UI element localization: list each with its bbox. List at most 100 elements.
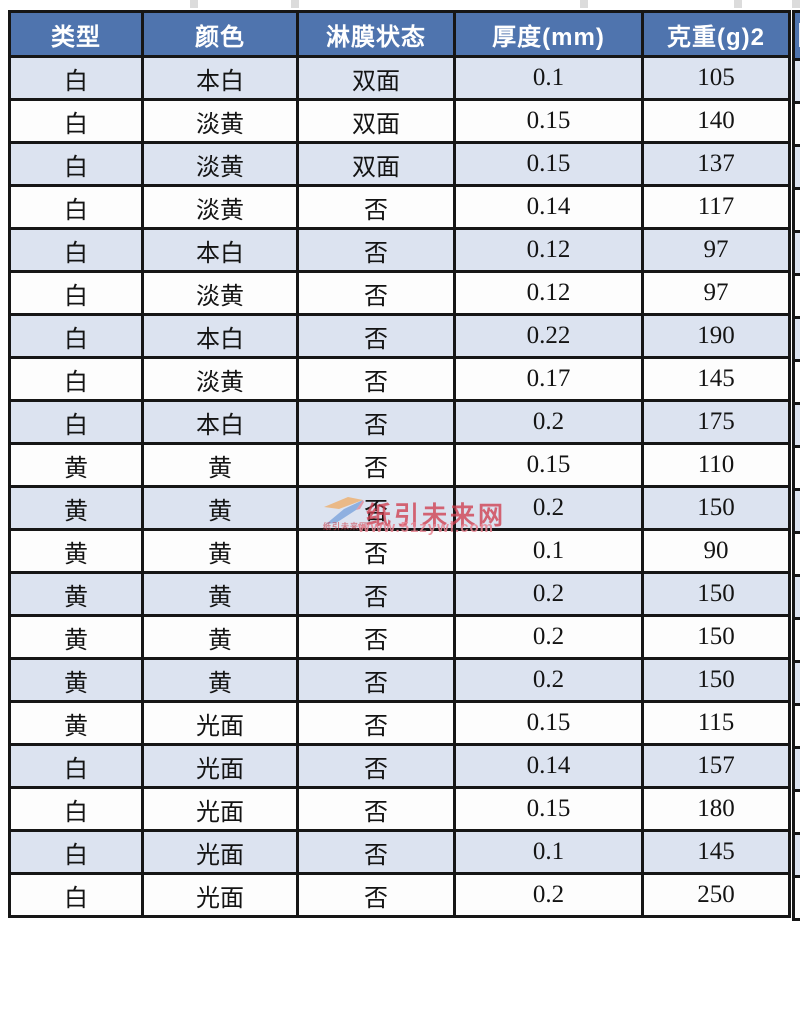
table-row: 白光面否 0.1 145 bbox=[8, 829, 791, 875]
cell-coating: 否 bbox=[296, 485, 456, 531]
cropped-cell bbox=[792, 488, 800, 531]
cell-type: 黄 bbox=[8, 571, 144, 617]
cell-coating: 否 bbox=[296, 270, 456, 316]
cell-weight: 145 bbox=[641, 356, 791, 402]
cropped-cell bbox=[792, 445, 800, 488]
cell-type: 白 bbox=[8, 55, 144, 101]
cell-type: 黄 bbox=[8, 700, 144, 746]
crop-artifact bbox=[190, 0, 198, 8]
spec-table: 类型 颜色 淋膜状态 厚度(mm) 克重(g)2 白本白 双面 0.1 105 白淡黄 双面 0.1… bbox=[8, 10, 791, 918]
table-row: 白淡黄 双面 0.15 137 bbox=[8, 141, 791, 187]
cell-thickness: 0.17 bbox=[453, 356, 644, 402]
cell-color: 光面 bbox=[141, 786, 299, 832]
cell-weight: 105 bbox=[641, 55, 791, 101]
cell-thickness: 0.1 bbox=[453, 829, 644, 875]
cell-type: 白 bbox=[8, 399, 144, 445]
cell-coating: 否 bbox=[296, 571, 456, 617]
cell-weight: 150 bbox=[641, 614, 791, 660]
cell-type: 白 bbox=[8, 141, 144, 187]
table-row: 白本白否 0.22 190 bbox=[8, 313, 791, 359]
cell-color: 黄 bbox=[141, 614, 299, 660]
cell-type: 白 bbox=[8, 872, 144, 918]
cell-color: 光面 bbox=[141, 872, 299, 918]
cell-color: 黄 bbox=[141, 657, 299, 703]
cropped-cell bbox=[792, 531, 800, 574]
cell-coating: 否 bbox=[296, 227, 456, 273]
cell-color: 黄 bbox=[141, 571, 299, 617]
cropped-cell bbox=[792, 660, 800, 703]
header-row: 类型 颜色 淋膜状态 厚度(mm) 克重(g)2 bbox=[8, 10, 791, 58]
cell-weight: 115 bbox=[641, 700, 791, 746]
cell-weight: 150 bbox=[641, 657, 791, 703]
cropped-cell bbox=[792, 617, 800, 660]
cropped-cell bbox=[792, 273, 800, 316]
table-row: 白本白 双面 0.1 105 bbox=[8, 55, 791, 101]
cropped-cell bbox=[792, 875, 800, 921]
cell-type: 黄 bbox=[8, 485, 144, 531]
table-row: 白淡黄否 0.17 145 bbox=[8, 356, 791, 402]
cell-color: 光面 bbox=[141, 743, 299, 789]
table-row: 黄光面否 0.15 115 bbox=[8, 700, 791, 746]
table-row: 白淡黄否 0.12 97 bbox=[8, 270, 791, 316]
cell-coating: 否 bbox=[296, 743, 456, 789]
cell-color: 光面 bbox=[141, 700, 299, 746]
cell-coating: 否 bbox=[296, 184, 456, 230]
cropped-cell bbox=[792, 58, 800, 101]
cell-thickness: 0.2 bbox=[453, 485, 644, 531]
cropped-cell bbox=[792, 402, 800, 445]
cell-type: 白 bbox=[8, 184, 144, 230]
cropped-cell bbox=[792, 574, 800, 617]
cell-type: 黄 bbox=[8, 657, 144, 703]
cell-thickness: 0.22 bbox=[453, 313, 644, 359]
table-row: 白光面否 0.2 250 bbox=[8, 872, 791, 918]
cell-color: 淡黄 bbox=[141, 98, 299, 144]
cropped-cell bbox=[792, 832, 800, 875]
column-header-coating: 淋膜状态 bbox=[296, 10, 456, 58]
cell-weight: 97 bbox=[641, 270, 791, 316]
table-row: 白本白否 0.2 175 bbox=[8, 399, 791, 445]
cell-color: 淡黄 bbox=[141, 141, 299, 187]
cell-color: 淡黄 bbox=[141, 184, 299, 230]
cell-weight: 190 bbox=[641, 313, 791, 359]
cell-coating: 双面 bbox=[296, 55, 456, 101]
cell-color: 淡黄 bbox=[141, 356, 299, 402]
table-row: 白淡黄 双面 0.15 140 bbox=[8, 98, 791, 144]
cropped-cell bbox=[792, 789, 800, 832]
table-row: 白光面否 0.14 157 bbox=[8, 743, 791, 789]
cell-type: 白 bbox=[8, 313, 144, 359]
table-row: 黄黄否 0.2 150 bbox=[8, 614, 791, 660]
column-header-weight: 克重(g)2 bbox=[641, 10, 791, 58]
cropped-cell bbox=[792, 230, 800, 273]
cell-coating: 否 bbox=[296, 872, 456, 918]
crop-artifact bbox=[580, 0, 588, 8]
cell-type: 白 bbox=[8, 270, 144, 316]
cell-thickness: 0.2 bbox=[453, 399, 644, 445]
cell-color: 黄 bbox=[141, 442, 299, 488]
cell-coating: 双面 bbox=[296, 141, 456, 187]
table-body: 白本白 双面 0.1 105 白淡黄 双面 0.15 140 白淡黄 双面 0.15 137 白淡黄否 0… bbox=[8, 55, 791, 918]
cropped-cell bbox=[792, 316, 800, 359]
table-row: 黄黄否 0.2 150 bbox=[8, 485, 791, 531]
cropped-column-header bbox=[792, 10, 800, 58]
cell-coating: 否 bbox=[296, 399, 456, 445]
cell-type: 白 bbox=[8, 743, 144, 789]
cell-weight: 117 bbox=[641, 184, 791, 230]
cell-color: 本白 bbox=[141, 399, 299, 445]
cropped-cell bbox=[792, 101, 800, 144]
cell-weight: 250 bbox=[641, 872, 791, 918]
cell-weight: 180 bbox=[641, 786, 791, 832]
cell-weight: 140 bbox=[641, 98, 791, 144]
cell-coating: 否 bbox=[296, 700, 456, 746]
cell-thickness: 0.12 bbox=[453, 270, 644, 316]
cell-coating: 否 bbox=[296, 313, 456, 359]
cell-coating: 否 bbox=[296, 657, 456, 703]
cell-coating: 否 bbox=[296, 614, 456, 660]
crop-artifact bbox=[291, 0, 299, 8]
cropped-cell bbox=[792, 703, 800, 746]
cell-thickness: 0.15 bbox=[453, 786, 644, 832]
table-row: 黄黄否 0.15 110 bbox=[8, 442, 791, 488]
cell-weight: 137 bbox=[641, 141, 791, 187]
cell-weight: 90 bbox=[641, 528, 791, 574]
cell-coating: 否 bbox=[296, 829, 456, 875]
cell-thickness: 0.14 bbox=[453, 184, 644, 230]
